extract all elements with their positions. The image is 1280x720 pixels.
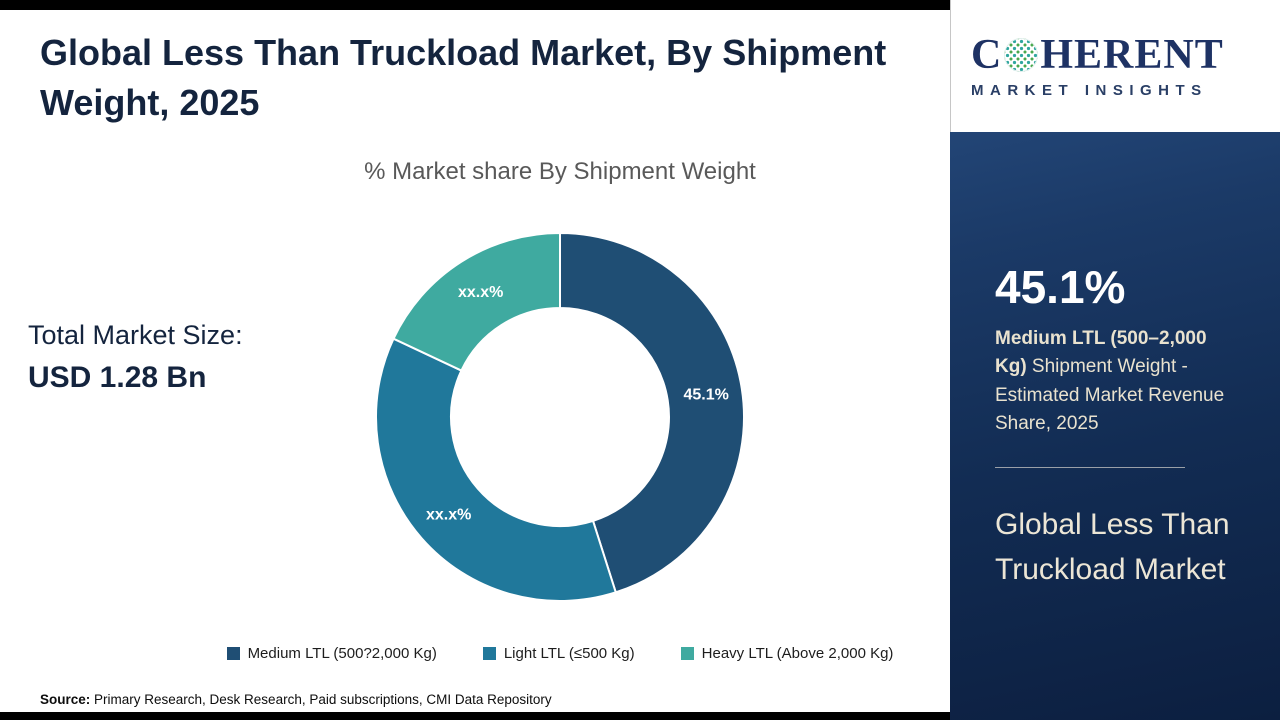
total-market-size-block: Total Market Size: USD 1.28 Bn xyxy=(28,320,243,395)
panel-highlight-block: 45.1% Medium LTL (500–2,000 Kg) Shipment… xyxy=(995,262,1237,592)
donut-segment-label-2: xx.x% xyxy=(426,507,471,524)
legend-item-medium-ltl: Medium LTL (500?2,000 Kg) xyxy=(226,645,437,662)
donut-segment-3 xyxy=(392,231,561,372)
legend-swatch-medium-ltl xyxy=(226,647,240,660)
brand-wordmark: C HERENT xyxy=(971,34,1270,76)
chart-legend: Medium LTL (500?2,000 Kg) Light LTL (≤50… xyxy=(120,645,1000,662)
legend-swatch-light-ltl xyxy=(482,647,496,660)
legend-label-heavy-ltl: Heavy LTL (Above 2,000 Kg) xyxy=(701,645,894,662)
total-market-size-value: USD 1.28 Bn xyxy=(28,361,207,394)
panel-divider xyxy=(995,466,1185,468)
source-text: Primary Research, Desk Research, Paid su… xyxy=(90,692,552,707)
side-panel: C HERENT MARKET INSIGHTS 45.1% Medium LT… xyxy=(950,0,1280,720)
donut-segment-1 xyxy=(559,231,746,594)
donut-chart: 45.1% xx.x% xx.x% xyxy=(370,227,750,607)
source-line: Source: Primary Research, Desk Research,… xyxy=(40,692,552,707)
bottom-black-bar xyxy=(0,712,950,720)
globe-dots-icon xyxy=(1004,37,1039,72)
source-label: Source: xyxy=(40,692,91,707)
legend-label-light-ltl: Light LTL (≤500 Kg) xyxy=(503,645,635,662)
donut-segment-label-1: 45.1% xyxy=(684,386,729,403)
brand-wordmark-end: HERENT xyxy=(1040,31,1224,78)
page-title: Global Less Than Truckload Market, By Sh… xyxy=(40,32,887,124)
brand-tagline: MARKET INSIGHTS xyxy=(971,81,1208,99)
top-black-bar xyxy=(0,0,950,10)
main-content-area: Global Less Than Truckload Market, By Sh… xyxy=(0,0,950,720)
legend-label-medium-ltl: Medium LTL (500?2,000 Kg) xyxy=(247,645,437,662)
total-market-size-label: Total Market Size: xyxy=(28,320,243,350)
legend-swatch-heavy-ltl xyxy=(680,647,694,660)
donut-segment-label-3: xx.x% xyxy=(458,284,503,301)
highlight-stat-description-rest: Shipment Weight - Estimated Market Reven… xyxy=(995,356,1225,435)
highlight-stat-description: Medium LTL (500–2,000 Kg) Shipment Weigh… xyxy=(995,325,1237,439)
legend-item-heavy-ltl: Heavy LTL (Above 2,000 Kg) xyxy=(680,645,894,662)
panel-market-name: Global Less Than Truckload Market xyxy=(995,507,1230,586)
donut-chart-svg: 45.1% xx.x% xx.x% xyxy=(375,231,746,603)
legend-item-light-ltl: Light LTL (≤500 Kg) xyxy=(482,645,635,662)
highlight-stat-value: 45.1% xyxy=(995,261,1126,313)
highlight-stat-description-bold: Medium LTL (500–2,000 Kg) xyxy=(995,327,1207,378)
donut-segment-2 xyxy=(375,337,618,603)
brand-wordmark-start: C xyxy=(971,31,1003,78)
chart-subtitle: % Market share By Shipment Weight xyxy=(364,158,756,185)
brand-logo: C HERENT MARKET INSIGHTS xyxy=(950,0,1280,132)
